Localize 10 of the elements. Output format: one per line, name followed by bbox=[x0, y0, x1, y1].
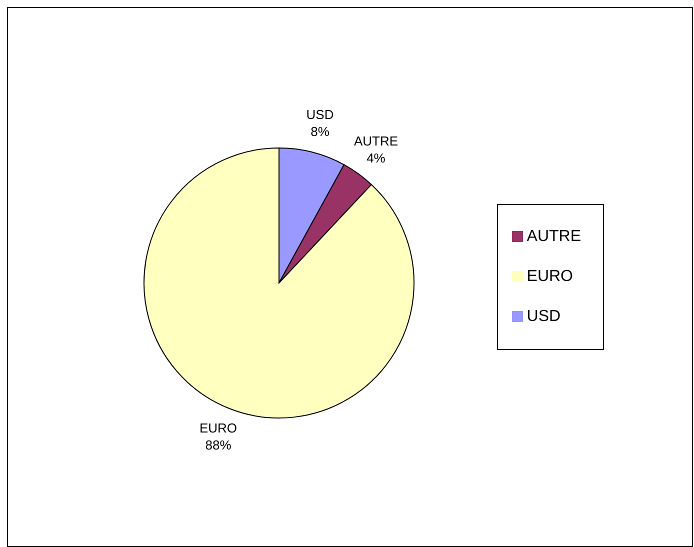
slice-label: EURO bbox=[199, 420, 238, 436]
slice-label: USD bbox=[306, 107, 334, 122]
data-label: 88% bbox=[205, 437, 232, 452]
legend-label: EURO bbox=[526, 268, 573, 285]
legend-label: AUTRE bbox=[526, 228, 581, 245]
legend-label: USD bbox=[526, 308, 561, 325]
data-label: 8% bbox=[310, 124, 330, 140]
slice-label: AUTRE bbox=[354, 134, 398, 149]
pie-slice bbox=[144, 148, 414, 418]
data-label: 4% bbox=[366, 150, 386, 166]
